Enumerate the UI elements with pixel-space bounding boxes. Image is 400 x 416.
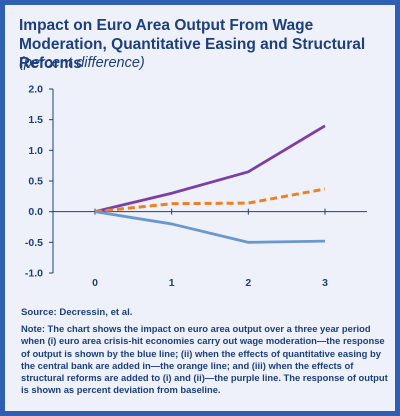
line-chart: 2.0 1.5 1.0 0.5 0.0 -0.5 -1.0 0 1 2 3: [25, 84, 367, 289]
y-tick-label: 1.0: [28, 145, 43, 157]
series-line-2: [94, 187, 326, 214]
x-tick-label: 0: [92, 277, 98, 289]
x-tick-label: 1: [169, 277, 175, 289]
x-tick-label: 2: [245, 277, 251, 289]
chart-subtitle: (percent difference): [19, 55, 145, 71]
x-tick-label: 3: [322, 277, 328, 289]
series-line-3: [94, 210, 326, 244]
y-tick-label: -0.5: [25, 237, 43, 249]
source-text: Source: Decressin, et al.: [21, 307, 133, 318]
series-line-1: [94, 124, 326, 214]
y-tick-label: 1.5: [28, 114, 43, 126]
y-tick-label: 0.5: [28, 176, 43, 188]
y-tick-label: 0.0: [28, 206, 43, 218]
y-tick-label: -1.0: [25, 268, 43, 280]
chart-title: Impact on Euro Area Output From Wage Mod…: [19, 17, 366, 72]
note-text: Note: The chart shows the impact on euro…: [21, 323, 388, 396]
y-tick-label: 2.0: [28, 84, 43, 96]
